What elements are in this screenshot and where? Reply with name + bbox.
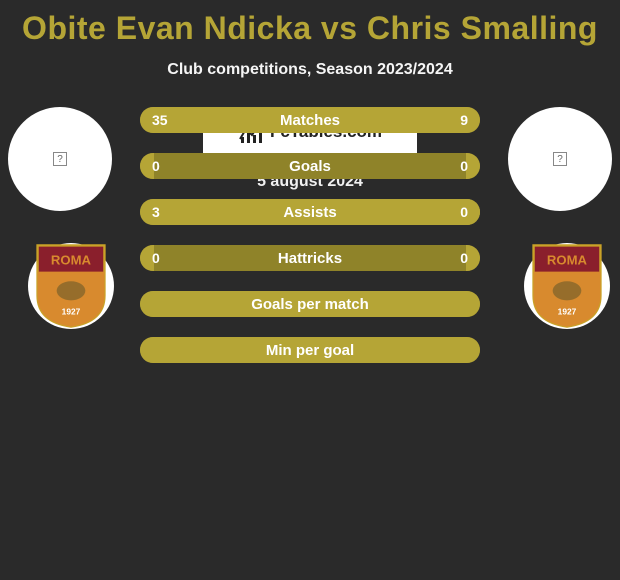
stat-row: 30Assists — [140, 199, 480, 225]
roma-crest-icon: ROMA 1927 — [524, 243, 610, 329]
stat-row: 359Matches — [140, 107, 480, 133]
subtitle: Club competitions, Season 2023/2024 — [0, 61, 620, 79]
player-left-avatar: ? — [8, 107, 112, 211]
svg-text:1927: 1927 — [558, 307, 577, 317]
club-crest-left: ROMA 1927 — [28, 243, 114, 329]
stat-bars: 359Matches 00Goals 30Assists 00Hattricks Goa… — [140, 107, 480, 383]
stat-row: Goals per match — [140, 291, 480, 317]
player-right-avatar: ? — [508, 107, 612, 211]
club-crest-right: ROMA 1927 — [524, 243, 610, 329]
page-title: Obite Evan Ndicka vs Chris Smalling — [0, 0, 620, 47]
stat-label: Goals per match — [140, 291, 480, 317]
image-placeholder-icon: ? — [53, 152, 67, 166]
stat-label: Assists — [140, 199, 480, 225]
stat-row: 00Hattricks — [140, 245, 480, 271]
stat-row: Min per goal — [140, 337, 480, 363]
image-placeholder-icon: ? — [553, 152, 567, 166]
stat-row: 00Goals — [140, 153, 480, 179]
stat-label: Min per goal — [140, 337, 480, 363]
stat-label: Goals — [140, 153, 480, 179]
svg-text:ROMA: ROMA — [547, 253, 588, 268]
svg-text:ROMA: ROMA — [51, 253, 92, 268]
stat-label: Hattricks — [140, 245, 480, 271]
roma-crest-icon: ROMA 1927 — [28, 243, 114, 329]
svg-text:1927: 1927 — [62, 307, 81, 317]
stat-label: Matches — [140, 107, 480, 133]
